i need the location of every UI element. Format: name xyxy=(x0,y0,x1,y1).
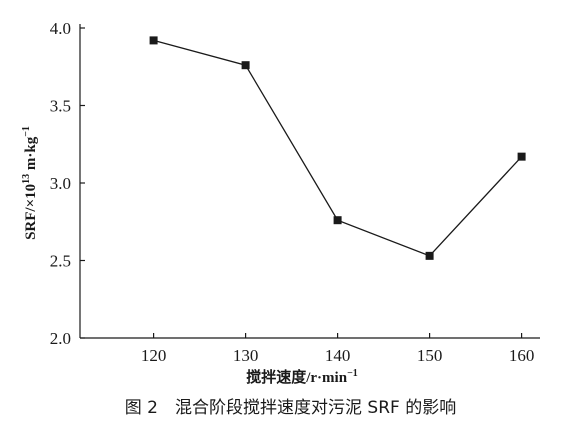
series-markers xyxy=(149,36,526,260)
x-tick-label: 140 xyxy=(325,346,351,365)
x-tick-label: 160 xyxy=(509,346,535,365)
figure-caption: 图 2 混合阶段搅拌速度对污泥 SRF 的影响 xyxy=(124,398,457,418)
y-tick-label: 3.5 xyxy=(50,97,71,116)
x-tick-label: 120 xyxy=(141,346,167,365)
x-axis-title: 搅拌速度/r·min−1 xyxy=(246,368,358,386)
y-tick-label: 2.0 xyxy=(50,329,71,348)
y-ticks: 4.0 3.5 3.0 2.5 2.0 xyxy=(50,19,85,348)
data-point-marker xyxy=(425,251,434,260)
data-point-marker xyxy=(517,152,526,161)
data-point-marker xyxy=(241,61,250,70)
y-axis-title: SRF/×1013 m·kg−1 xyxy=(21,126,39,240)
x-ticks: 120 130 140 150 160 xyxy=(141,333,534,365)
y-tick-label: 3.0 xyxy=(50,174,71,193)
y-tick-label: 4.0 xyxy=(50,19,71,38)
y-tick-label: 2.5 xyxy=(50,252,71,271)
data-point-marker xyxy=(149,36,158,45)
x-tick-label: 150 xyxy=(417,346,443,365)
data-point-marker xyxy=(333,216,342,225)
x-tick-label: 130 xyxy=(233,346,259,365)
axes xyxy=(79,24,540,339)
